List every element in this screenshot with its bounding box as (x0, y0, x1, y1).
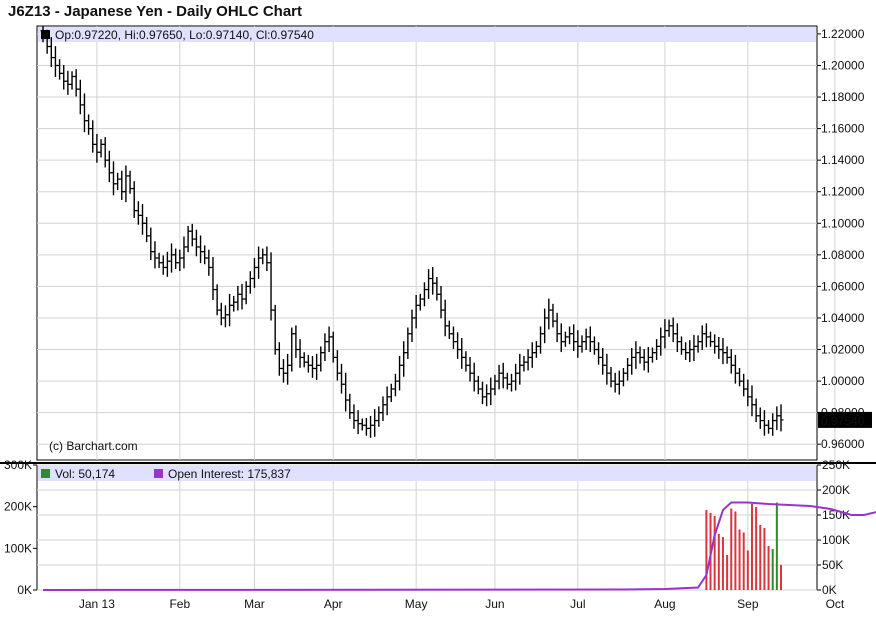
volume-bar (726, 555, 729, 590)
volume-bar (734, 511, 737, 590)
chart-title: J6Z13 - Japanese Yen - Daily OHLC Chart (8, 3, 303, 20)
volume-bar (750, 504, 753, 590)
volume-left-tick-label: 0K (17, 583, 32, 597)
volume-bar (746, 550, 749, 590)
price-y-tick-label: 1.08000 (821, 248, 865, 262)
price-y-tick-label: 1.00000 (821, 374, 865, 388)
price-y-tick-label: 1.16000 (821, 122, 865, 136)
volume-bar (763, 528, 766, 590)
volume-bar (767, 546, 770, 590)
x-tick-label: Sep (737, 597, 759, 611)
volume-right-tick-label: 150K (822, 508, 850, 522)
x-tick-label: Jul (570, 597, 585, 611)
watermark: (c) Barchart.com (49, 439, 138, 453)
price-y-tick-label: 1.06000 (821, 279, 865, 293)
volume-bar (713, 516, 716, 590)
x-tick-label: May (405, 597, 428, 611)
price-legend-swatch (41, 30, 50, 39)
volume-legend-text: Vol: 50,174 (55, 467, 115, 481)
volume-bar (730, 508, 733, 590)
open-interest-legend-text: Open Interest: 175,837 (168, 467, 291, 481)
volume-bar (705, 510, 708, 590)
last-price-box (818, 411, 872, 428)
volume-bar (780, 564, 782, 590)
x-tick-label: Jan 13 (79, 597, 115, 611)
price-y-tick-label: 0.96000 (821, 437, 865, 451)
price-y-tick-label: 1.12000 (821, 185, 865, 199)
price-legend-text: Op:0.97220, Hi:0.97650, Lo:0.97140, Cl:0… (55, 28, 314, 42)
volume-bar (742, 532, 745, 590)
price-y-tick-label: 1.10000 (821, 216, 865, 230)
price-y-tick-label: 1.02000 (821, 343, 865, 357)
open-interest-legend-swatch (154, 469, 163, 478)
x-tick-label: Mar (244, 597, 265, 611)
volume-bar (721, 537, 724, 590)
volume-right-tick-label: 200K (822, 483, 850, 497)
volume-bar (738, 529, 741, 590)
volume-right-tick-label: 250K (822, 458, 850, 472)
volume-right-tick-label: 100K (822, 533, 850, 547)
price-panel-frame (36, 25, 818, 461)
price-y-tick-label: 1.20000 (821, 58, 865, 72)
x-tick-label: Apr (324, 597, 343, 611)
volume-legend-swatch (41, 469, 50, 478)
price-y-tick-label: 1.18000 (821, 90, 865, 104)
x-tick-label: Aug (654, 597, 675, 611)
volume-right-tick-label: 50K (822, 558, 843, 572)
price-y-tick-label: 1.04000 (821, 311, 865, 325)
last-price-label: 0.97540 (821, 414, 865, 428)
x-tick-label: Feb (169, 597, 190, 611)
volume-bar (771, 549, 774, 590)
volume-bar (755, 507, 758, 590)
volume-left-tick-label: 200K (4, 500, 32, 514)
price-y-tick-label: 1.14000 (821, 153, 865, 167)
volume-bar (759, 525, 762, 590)
volume-right-tick-label: 0K (822, 583, 837, 597)
x-tick-label: Oct (826, 597, 845, 611)
volume-legend-band (38, 466, 816, 481)
x-tick-label: Jun (485, 597, 504, 611)
volume-bar (775, 502, 778, 590)
price-legend-band (38, 27, 816, 42)
volume-panel-frame (36, 464, 818, 591)
price-y-tick-label: 1.22000 (821, 27, 865, 41)
open-interest-line (42, 501, 876, 591)
volume-left-tick-label: 100K (4, 541, 32, 555)
volume-bar (717, 534, 720, 590)
volume-left-tick-label: 300K (4, 458, 32, 472)
